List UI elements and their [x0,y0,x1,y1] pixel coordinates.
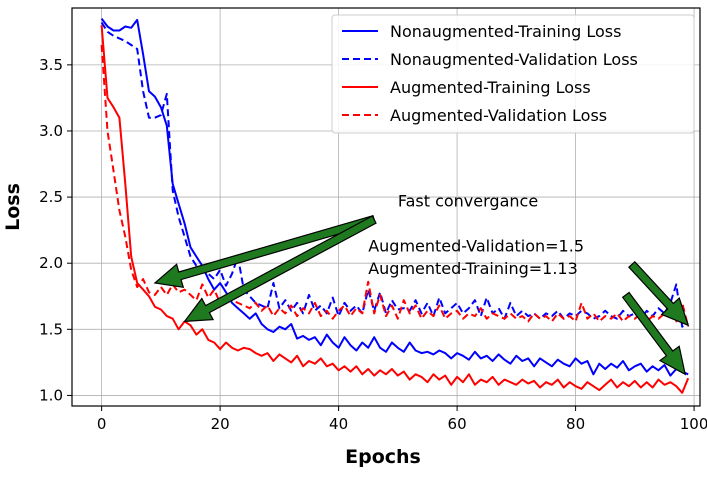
series-lines [100,18,690,394]
y-tick-label: 3.0 [39,122,63,140]
x-tick-label: 40 [329,415,348,433]
x-tick-label: 20 [211,415,230,433]
annotation-text: Fast convergance [398,191,538,210]
y-tick-label: 3.5 [39,56,63,74]
series-line-3 [100,25,690,394]
axis-ticks: 0 20 40 60 80 100 1.0 1.5 2.0 2.5 3.0 3.5 [39,56,707,433]
plot-frame [71,7,701,407]
y-axis-title: Loss [2,183,24,231]
annotations: Fast convergance Augmented-Validation=1.5… [153,191,690,376]
y-tick-label: 2.5 [39,188,63,206]
annotation-arrow [621,291,687,376]
series-line-4 [100,44,690,327]
y-tick-label: 1.0 [39,386,63,404]
legend-box [331,14,695,134]
series-line-1 [100,18,689,377]
legend: Nonaugmented-Training Loss Nonaugmented-V… [331,14,695,134]
x-tick-label: 80 [566,415,585,433]
annotation-arrow [183,215,377,323]
legend-label-4: Augmented-Validation Loss [390,106,607,125]
annotation-arrow [628,260,690,327]
y-tick-label: 1.5 [39,320,63,338]
y-tick-label: 2.0 [39,254,63,272]
legend-label-1: Nonaugmented-Training Loss [390,22,621,41]
legend-label-2: Nonaugmented-Validation Loss [390,50,638,69]
annotation-text: Augmented-Training=1.13 [368,259,578,278]
x-tick-label: 100 [680,415,707,433]
annotation-text: Augmented-Validation=1.5 [368,236,584,255]
x-tick-label: 60 [448,415,467,433]
x-axis-title: Epochs [345,446,421,468]
x-tick-label: 0 [97,415,107,433]
legend-label-3: Augmented-Training Loss [390,78,591,97]
